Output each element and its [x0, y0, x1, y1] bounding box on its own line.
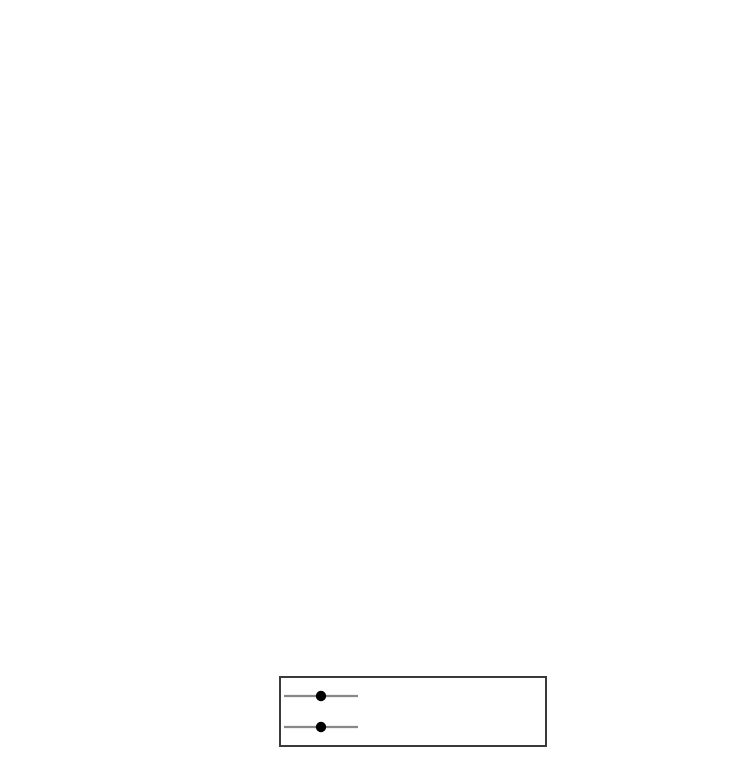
legend-solid-line-sample: [284, 690, 358, 702]
legend-dashed-line-sample: [284, 721, 358, 733]
legend-item-series-0: [281, 681, 545, 712]
legend-item-series-1: [281, 712, 545, 743]
legend: [279, 676, 547, 747]
